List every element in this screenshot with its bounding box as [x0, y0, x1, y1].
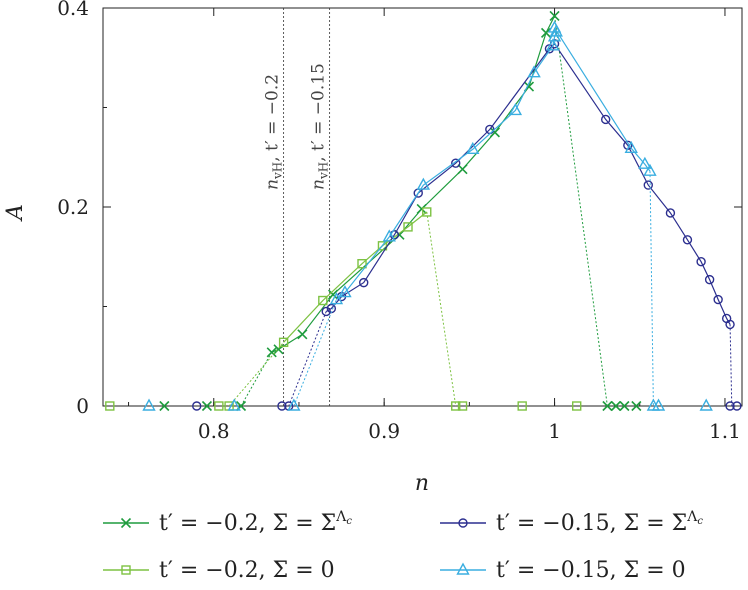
- data-point: [704, 274, 715, 285]
- legend-label: t′ = −0.15, Σ = ΣΛc: [496, 509, 703, 536]
- data-point: [713, 294, 723, 305]
- series-drop-line: [293, 299, 337, 407]
- data-point: [357, 259, 367, 269]
- data-point: [682, 235, 693, 245]
- data-point: [456, 562, 470, 575]
- data-point: [142, 398, 156, 411]
- data-point: [416, 177, 431, 190]
- legend-label: t′ = −0.15, Σ = 0: [496, 558, 686, 583]
- series: [192, 39, 742, 411]
- data-point: [235, 400, 247, 412]
- data-point: [600, 114, 611, 125]
- data-point: [610, 400, 621, 412]
- data-point: [457, 164, 468, 175]
- data-point: [546, 38, 560, 51]
- data-point: [329, 292, 344, 305]
- x-tick-label: 0.8: [198, 419, 230, 443]
- series-drop-line: [426, 211, 457, 407]
- data-point: [297, 329, 308, 340]
- data-point: [159, 400, 170, 412]
- data-point: [643, 180, 653, 190]
- vertical-reference-lines: nvH, t′ = −0.2 nvH, t′ = −0.15: [263, 8, 331, 406]
- data-point: [665, 208, 676, 218]
- data-point: [489, 127, 500, 138]
- series-line: [336, 27, 651, 300]
- series-line: [325, 42, 731, 325]
- data-point: [696, 257, 706, 267]
- data-point: [327, 289, 339, 300]
- legend: t′ = −0.2, Σ = ΣΛc t′ = −0.15, Σ = ΣΛc t′ …: [103, 509, 703, 583]
- data-point: [121, 565, 131, 575]
- data-point: [227, 398, 241, 411]
- data-point: [619, 400, 630, 412]
- data-point: [624, 140, 638, 153]
- data-point: [214, 401, 224, 411]
- legend-label: t′ = −0.2, Σ = ΣΛc: [159, 509, 352, 536]
- data-point: [466, 141, 480, 154]
- data-point: [631, 400, 642, 412]
- data-point: [638, 156, 652, 169]
- data-point: [201, 400, 213, 412]
- series: [142, 20, 713, 411]
- data-point: [338, 285, 352, 298]
- data-point: [377, 241, 388, 251]
- series-drop-line: [554, 15, 608, 407]
- data-point: [732, 401, 742, 411]
- series-line: [283, 211, 428, 343]
- data-point: [359, 277, 369, 288]
- data-point: [547, 20, 562, 33]
- data-point: [572, 401, 582, 411]
- data-point: [699, 398, 713, 411]
- series-drop-line: [729, 324, 733, 407]
- y-tick-label: 0: [76, 394, 89, 418]
- data-point: [508, 103, 523, 116]
- data-point: [318, 295, 328, 306]
- data-point: [451, 401, 461, 411]
- y-tick-label: 0.4: [57, 0, 89, 20]
- data-point: [527, 65, 541, 78]
- data-point: [287, 398, 301, 411]
- data-point: [278, 337, 289, 348]
- data-point: [540, 27, 552, 38]
- series: [159, 10, 642, 412]
- data-point: [725, 319, 735, 330]
- data-point: [457, 401, 468, 411]
- legend-label: t′ = −0.2, Σ = 0: [159, 558, 335, 583]
- data-point: [651, 398, 666, 411]
- data-series: [105, 10, 742, 412]
- series-drop-line: [649, 171, 654, 407]
- data-point: [321, 306, 331, 317]
- data-point: [725, 401, 735, 411]
- x-tick-label: 1.1: [709, 419, 741, 443]
- series-drop-line: [228, 341, 285, 407]
- y-axis-title: A: [3, 204, 28, 222]
- data-point: [602, 400, 613, 412]
- plot-frame: [102, 7, 743, 407]
- data-point: [105, 401, 115, 411]
- y-tick-label: 0.2: [57, 195, 89, 219]
- x-axis-title: n: [415, 471, 429, 496]
- series-drop-line: [240, 352, 273, 407]
- series-drop-line: [288, 311, 327, 407]
- data-point: [422, 207, 432, 217]
- data-point: [192, 401, 202, 411]
- data-point: [643, 163, 657, 176]
- series: [105, 207, 582, 411]
- x-tick-label: 0.9: [368, 419, 400, 443]
- data-point: [120, 517, 132, 529]
- x-tick-label: 1: [548, 419, 561, 443]
- vertical-line-label: nvH, t′ = −0.2: [263, 74, 285, 190]
- data-point: [277, 401, 287, 411]
- vertical-line-label: nvH, t′ = −0.15: [309, 63, 331, 190]
- data-point: [517, 401, 527, 411]
- data-point: [416, 203, 427, 215]
- axis-ticks: 0.8 0.9 1 1.1 0 0.2 0.4: [57, 0, 742, 443]
- data-point: [451, 158, 461, 168]
- data-point: [403, 222, 413, 232]
- data-point: [266, 347, 277, 358]
- data-point: [458, 518, 468, 528]
- data-point: [549, 10, 560, 22]
- data-point: [382, 229, 396, 242]
